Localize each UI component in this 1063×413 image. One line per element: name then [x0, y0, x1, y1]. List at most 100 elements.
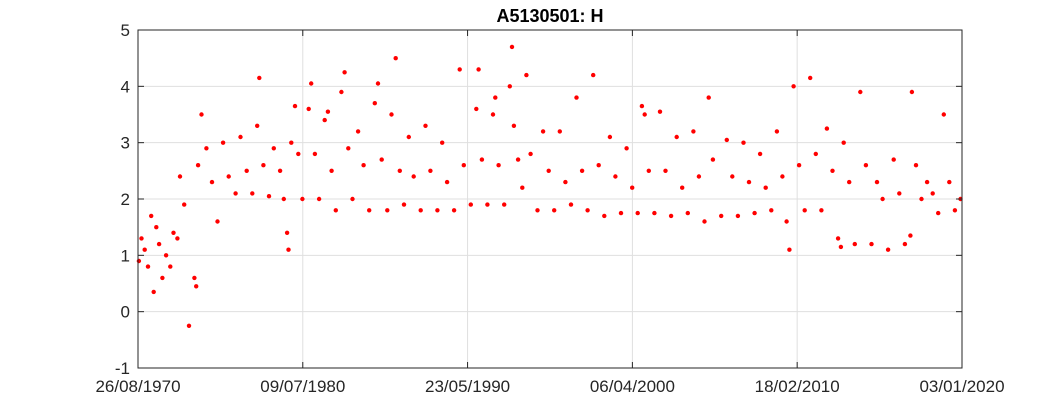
- data-point: [885, 247, 891, 252]
- data-point: [171, 230, 176, 235]
- data-point: [880, 196, 885, 202]
- data-point: [706, 95, 711, 100]
- data-point: [691, 129, 696, 134]
- x-tick-label: 26/08/1970: [95, 377, 180, 396]
- data-point: [784, 219, 789, 224]
- x-tick-label: 03/01/2020: [919, 377, 1004, 396]
- data-point: [220, 140, 226, 145]
- data-point: [646, 168, 651, 173]
- data-point: [841, 140, 846, 145]
- data-point: [325, 109, 331, 114]
- data-point: [808, 75, 813, 81]
- data-point: [145, 264, 151, 269]
- data-point: [930, 191, 935, 196]
- data-point: [524, 72, 529, 78]
- data-point: [624, 146, 629, 151]
- data-point: [668, 213, 674, 219]
- data-point: [367, 208, 372, 213]
- data-point: [428, 168, 433, 173]
- data-point: [468, 202, 473, 207]
- data-point: [423, 123, 428, 128]
- data-point: [909, 89, 915, 95]
- data-point: [168, 264, 173, 269]
- data-point: [663, 168, 668, 173]
- data-point: [947, 179, 952, 185]
- data-point: [306, 106, 311, 112]
- data-point: [613, 174, 618, 179]
- data-point: [642, 112, 647, 117]
- data-point: [596, 163, 601, 168]
- data-point: [941, 112, 946, 117]
- data-point: [579, 168, 585, 173]
- data-point: [177, 174, 183, 179]
- data-point: [635, 210, 640, 216]
- data-point: [540, 129, 546, 134]
- data-point: [535, 208, 540, 213]
- data-point: [322, 117, 327, 123]
- data-point: [490, 112, 496, 117]
- data-point: [255, 123, 260, 128]
- y-tick-label: 4: [121, 77, 130, 96]
- data-point: [863, 163, 869, 168]
- data-point: [652, 210, 657, 216]
- data-point: [763, 185, 768, 190]
- y-tick-label: 0: [121, 303, 130, 322]
- data-point: [952, 208, 958, 213]
- data-point: [397, 168, 402, 173]
- data-point: [902, 241, 908, 247]
- data-point: [908, 233, 913, 238]
- data-point: [271, 146, 276, 151]
- axis-ticks: 26/08/1970 09/07/1980 23/05/1990 06/04/2000…: [95, 21, 1004, 396]
- data-point: [752, 210, 757, 216]
- data-point: [696, 174, 702, 179]
- data-point: [346, 146, 351, 151]
- x-tick-label: 06/04/2000: [590, 377, 675, 396]
- data-point: [858, 89, 863, 95]
- data-point: [257, 75, 262, 81]
- data-point: [266, 194, 272, 199]
- data-point: [329, 168, 334, 173]
- data-point: [520, 185, 525, 190]
- data-point: [406, 134, 411, 140]
- data-point: [361, 163, 366, 168]
- data-point: [316, 196, 322, 202]
- data-point: [847, 179, 852, 185]
- data-point: [156, 241, 162, 247]
- data-point: [685, 210, 690, 216]
- data-point: [163, 253, 169, 258]
- data-point: [136, 258, 142, 264]
- y-tick-label: 5: [121, 21, 130, 40]
- chart-title: A5130501: H: [496, 6, 603, 26]
- data-point: [496, 163, 501, 168]
- data-point: [528, 151, 533, 157]
- data-point: [195, 163, 201, 168]
- data-point: [175, 236, 180, 241]
- data-point: [339, 89, 344, 95]
- data-point: [835, 236, 841, 241]
- data-point: [401, 202, 407, 207]
- data-point: [286, 247, 291, 252]
- data-point: [233, 191, 238, 196]
- data-point: [919, 196, 924, 202]
- data-point: [289, 140, 294, 145]
- data-point: [296, 151, 301, 157]
- data-point: [355, 129, 361, 134]
- data-point: [874, 179, 880, 185]
- data-point: [936, 210, 941, 216]
- data-point: [735, 213, 741, 219]
- data-point: [674, 134, 679, 140]
- data-point: [209, 179, 215, 185]
- data-points: [136, 44, 963, 328]
- data-point: [244, 168, 249, 173]
- data-point: [292, 103, 298, 109]
- data-point: [813, 151, 818, 157]
- data-point: [891, 157, 896, 162]
- data-point: [719, 213, 724, 219]
- data-point: [418, 208, 423, 213]
- data-point: [507, 84, 512, 89]
- data-point: [546, 168, 551, 173]
- data-point: [139, 236, 144, 241]
- data-point: [757, 151, 763, 157]
- data-point: [226, 174, 231, 179]
